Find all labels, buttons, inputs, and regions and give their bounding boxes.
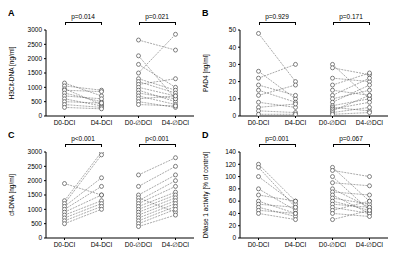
svg-text:2500: 2500 xyxy=(28,163,43,170)
svg-text:D4-∅DCI: D4-∅DCI xyxy=(162,119,190,126)
svg-text:D4-∅DCI: D4-∅DCI xyxy=(356,119,384,126)
svg-text:1000: 1000 xyxy=(28,84,43,91)
svg-text:D4-∅DCI: D4-∅DCI xyxy=(356,241,384,248)
svg-text:20: 20 xyxy=(229,78,237,85)
html-text:p=0.021: p=0.021 xyxy=(145,13,169,20)
html-text:p=0.171: p=0.171 xyxy=(339,13,363,20)
html-text:p=0.001: p=0.001 xyxy=(265,135,289,142)
svg-text:1500: 1500 xyxy=(28,69,43,76)
svg-text:D0-∅DCI: D0-∅DCI xyxy=(319,241,347,248)
svg-text:2500: 2500 xyxy=(28,41,43,48)
svg-text:20: 20 xyxy=(229,222,237,229)
svg-text:100: 100 xyxy=(225,173,236,180)
svg-text:50: 50 xyxy=(229,26,237,33)
html-text:A: A xyxy=(8,8,15,18)
svg-text:D4-∅DCI: D4-∅DCI xyxy=(162,241,190,248)
html-text:C: C xyxy=(8,130,15,140)
svg-text:30: 30 xyxy=(229,61,237,68)
svg-text:PAD4 [ng/ml]: PAD4 [ng/ml] xyxy=(202,54,210,92)
svg-text:D0-DCI: D0-DCI xyxy=(54,119,76,126)
svg-text:D0-∅DCI: D0-∅DCI xyxy=(319,119,347,126)
svg-text:3000: 3000 xyxy=(28,26,43,33)
svg-text:40: 40 xyxy=(229,44,237,51)
svg-text:40: 40 xyxy=(229,210,237,217)
svg-text:0: 0 xyxy=(38,112,42,119)
svg-text:0: 0 xyxy=(38,234,42,241)
svg-text:500: 500 xyxy=(31,98,42,105)
html-text:p<0.001: p<0.001 xyxy=(145,135,169,142)
svg-text:D4-DCI: D4-DCI xyxy=(285,119,307,126)
svg-text:D4-DCI: D4-DCI xyxy=(91,119,113,126)
svg-text:D0-DCI: D0-DCI xyxy=(54,241,76,248)
html-text:p<0.001: p<0.001 xyxy=(71,135,95,142)
svg-text:D0-DCI: D0-DCI xyxy=(248,241,270,248)
svg-text:60: 60 xyxy=(229,197,237,204)
svg-text:120: 120 xyxy=(225,161,236,168)
html-text:p=0.014: p=0.014 xyxy=(71,13,95,20)
svg-text:140: 140 xyxy=(225,148,236,155)
svg-text:10: 10 xyxy=(229,95,237,102)
svg-text:500: 500 xyxy=(31,220,42,227)
svg-text:2000: 2000 xyxy=(28,55,43,62)
svg-text:D4-DCI: D4-DCI xyxy=(285,241,307,248)
svg-text:2000: 2000 xyxy=(28,177,43,184)
svg-text:80: 80 xyxy=(229,185,237,192)
html-text:B: B xyxy=(202,8,209,18)
html-text:D: D xyxy=(202,130,209,140)
svg-text:0: 0 xyxy=(232,234,236,241)
html-text:p=0.929: p=0.929 xyxy=(265,13,289,20)
html-text:p=0.067: p=0.067 xyxy=(339,135,363,142)
svg-text:cf-DNA [ng/ml]: cf-DNA [ng/ml] xyxy=(8,174,16,216)
svg-text:1500: 1500 xyxy=(28,191,43,198)
svg-text:D4-DCI: D4-DCI xyxy=(91,241,113,248)
svg-text:1000: 1000 xyxy=(28,206,43,213)
svg-text:D0-DCI: D0-DCI xyxy=(248,119,270,126)
svg-text:H3Cit-DNA [ng/ml]: H3Cit-DNA [ng/ml] xyxy=(8,46,16,99)
svg-text:3000: 3000 xyxy=(28,148,43,155)
svg-text:0: 0 xyxy=(232,112,236,119)
svg-text:DNase 1 activity [% of control: DNase 1 activity [% of control] xyxy=(202,151,210,238)
svg-text:D0-∅DCI: D0-∅DCI xyxy=(125,241,153,248)
svg-text:D0-∅DCI: D0-∅DCI xyxy=(125,119,153,126)
